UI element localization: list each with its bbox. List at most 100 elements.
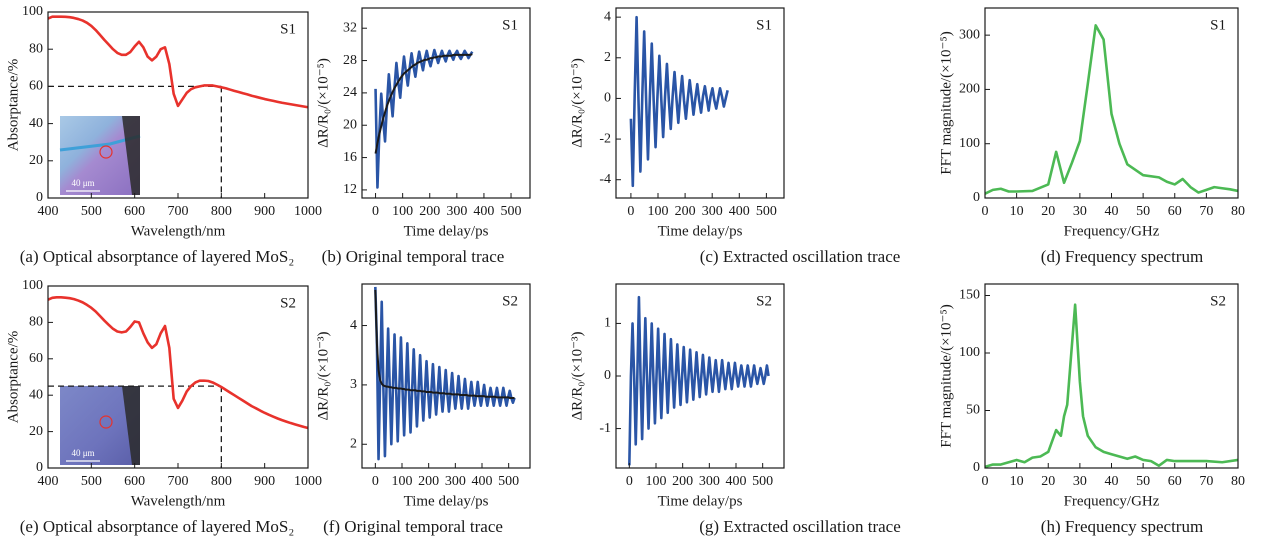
y-tick-label: 16	[343, 150, 357, 165]
sample-tag: S2	[1210, 293, 1226, 309]
x-tick-label: 80	[1231, 204, 1245, 219]
y-tick-label: 0	[973, 460, 980, 475]
x-tick-label: 900	[254, 474, 275, 489]
panel-caption: (c) Extracted oscillation trace	[700, 247, 901, 266]
x-tick-label: 100	[392, 204, 413, 219]
sample-tag: S2	[756, 293, 772, 309]
x-axis-label: Frequency/GHz	[1064, 493, 1160, 509]
panel-caption: (h) Frequency spectrum	[1041, 517, 1203, 536]
x-tick-label: 200	[675, 204, 696, 219]
x-axis-label: Time delay/ps	[658, 223, 743, 239]
x-tick-label: 1000	[294, 204, 322, 219]
x-tick-label: 800	[211, 474, 232, 489]
x-tick-label: 100	[392, 474, 413, 489]
x-tick-label: 40	[1105, 204, 1119, 219]
x-tick-label: 400	[726, 474, 747, 489]
y-axis-label: FFT magnitude/(×10⁻⁵)	[938, 304, 954, 447]
x-tick-label: 30	[1073, 474, 1087, 489]
x-tick-label: 20	[1041, 204, 1055, 219]
scale-label: 40 μm	[71, 178, 94, 188]
x-tick-label: 500	[81, 474, 102, 489]
y-tick-label: 20	[343, 117, 357, 132]
y-tick-label: 100	[22, 4, 43, 19]
data-line	[628, 295, 770, 466]
panel: 40 μm 400 500 600 700 800 900 1000 0 20 40 60 80 100 W…	[5, 278, 322, 536]
y-tick-label: 4	[350, 318, 357, 333]
x-tick-label: 10	[1010, 474, 1024, 489]
x-tick-label: 1000	[294, 474, 322, 489]
x-tick-label: 100	[646, 474, 667, 489]
x-tick-label: 500	[756, 204, 777, 219]
x-tick-label: 0	[626, 474, 633, 489]
x-tick-label: 400	[472, 474, 493, 489]
x-tick-label: 0	[372, 204, 379, 219]
x-tick-label: 300	[446, 204, 467, 219]
y-tick-label: 0	[604, 368, 611, 383]
panel: 0 100 200 300 400 500 -1 0 1 Time delay/ps ΔR/R₀/(…	[569, 283, 901, 536]
x-tick-label: 30	[1073, 204, 1087, 219]
panel-caption: (e) Optical absorptance of layered MoS₂	[20, 517, 295, 536]
x-tick-label: 0	[982, 474, 989, 489]
x-tick-label: 0	[627, 204, 634, 219]
data-line	[374, 53, 473, 154]
scale-label: 40 μm	[71, 448, 94, 458]
sample-tag: S2	[502, 293, 518, 309]
x-tick-label: 800	[211, 204, 232, 219]
y-tick-label: 150	[959, 288, 980, 303]
panel: 0 10 20 30 40 50 60 70 80 0 100 200 300 Frequency/GHz…	[938, 7, 1245, 266]
y-axis-label: ΔR/R₀/(×10⁻³)	[315, 331, 331, 420]
y-axis-label: ΔR/R₀/(×10⁻⁵)	[315, 58, 331, 148]
inset-marker	[99, 415, 113, 429]
plot-frame	[984, 283, 1239, 469]
y-tick-label: 80	[29, 315, 43, 330]
data-line	[47, 15, 309, 109]
y-tick-label: 32	[343, 20, 357, 35]
x-tick-label: 300	[699, 474, 720, 489]
y-tick-label: -1	[599, 421, 611, 436]
y-tick-label: 100	[959, 345, 980, 360]
x-tick-label: 900	[254, 204, 275, 219]
y-tick-label: 80	[29, 41, 43, 56]
panel: 0 10 20 30 40 50 60 70 80 0 50 100 150 Frequency/GHz F…	[938, 283, 1245, 536]
y-tick-label: 24	[343, 85, 357, 100]
x-tick-label: 100	[648, 204, 669, 219]
y-tick-label: 3	[350, 377, 357, 392]
data-line	[374, 286, 516, 461]
y-tick-label: 20	[29, 424, 43, 439]
data-line	[984, 24, 1239, 195]
x-axis-label: Frequency/GHz	[1064, 223, 1160, 239]
x-tick-label: 300	[702, 204, 723, 219]
x-tick-label: 50	[1136, 204, 1150, 219]
x-tick-label: 400	[729, 204, 750, 219]
panel-caption: (g) Extracted oscillation trace	[699, 517, 901, 536]
y-tick-label: 40	[29, 116, 43, 131]
x-axis-label: Wavelength/nm	[131, 223, 226, 239]
y-axis-label: Absorptance/%	[5, 331, 21, 423]
plot-frame	[615, 7, 785, 199]
x-tick-label: 10	[1010, 204, 1024, 219]
x-tick-label: 500	[81, 204, 102, 219]
x-tick-label: 70	[1199, 204, 1213, 219]
x-tick-label: 200	[418, 474, 439, 489]
x-tick-label: 200	[419, 204, 440, 219]
x-tick-label: 0	[372, 474, 379, 489]
y-tick-label: 0	[604, 91, 611, 106]
y-tick-label: 300	[959, 27, 980, 42]
y-tick-label: 2	[604, 50, 611, 65]
x-tick-label: 600	[124, 204, 145, 219]
x-tick-label: 60	[1168, 204, 1182, 219]
panel: 40 μm 400 500 600 700 800 900 1000 0 20 40 60 80 100 W…	[5, 4, 322, 266]
x-tick-label: 20	[1041, 474, 1055, 489]
panel: 0 100 200 300 400 500 2 3 4 Time delay/ps ΔR/R₀/(×…	[315, 283, 531, 536]
y-tick-label: 0	[36, 460, 43, 475]
inset-marker	[99, 145, 113, 159]
x-tick-label: 600	[124, 474, 145, 489]
x-tick-label: 300	[445, 474, 466, 489]
y-tick-label: -2	[599, 131, 611, 146]
panel: 0 100 200 300 400 500 -4 -2 0 2 4 Time delay/ps ΔR/R…	[569, 7, 901, 266]
y-tick-label: 200	[959, 82, 980, 97]
panel-caption: (f) Original temporal trace	[323, 517, 503, 536]
y-axis-label: Absorptance/%	[5, 59, 21, 151]
x-axis-label: Time delay/ps	[404, 223, 489, 239]
